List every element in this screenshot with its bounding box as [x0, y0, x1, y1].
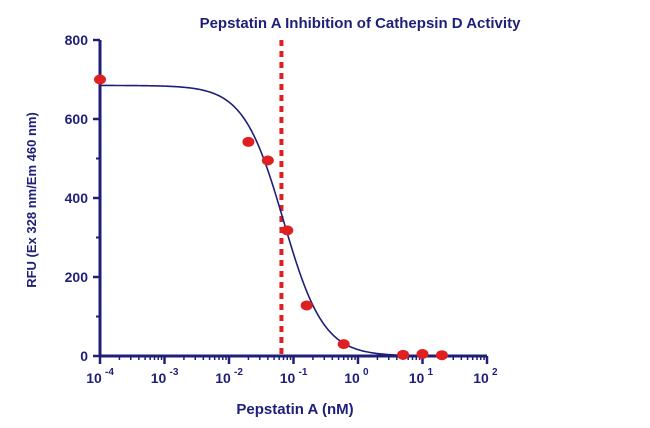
data-point — [261, 155, 274, 166]
y-tick-label: 200 — [65, 269, 89, 285]
x-tick-label: 10 — [280, 370, 296, 386]
data-point — [300, 300, 313, 311]
chart-title: Pepstatin A Inhibition of Cathepsin D Ac… — [200, 15, 522, 32]
data-point — [416, 349, 429, 360]
y-tick-label: 600 — [65, 111, 89, 127]
data-points — [94, 74, 448, 361]
data-point — [435, 350, 448, 361]
x-tick-labels: 10 -4 10 -3 10 -2 10 -1 10 0 10 1 10 2 — [86, 367, 498, 386]
data-point — [94, 74, 106, 85]
x-tick-label: 10 — [409, 370, 425, 386]
fit-curve — [100, 84, 487, 357]
y-tick-labels: 0 200 400 600 800 — [65, 32, 89, 364]
x-tick-label: 10 — [86, 370, 102, 386]
y-tick-label: 800 — [65, 32, 89, 48]
data-point — [397, 349, 410, 360]
x-tick-exponent: 1 — [428, 367, 434, 378]
x-tick-exponent: -4 — [105, 367, 114, 378]
data-point — [281, 225, 294, 236]
x-tick-exponent: 2 — [492, 367, 498, 378]
x-tick-label: 10 — [473, 370, 489, 386]
data-point — [337, 339, 350, 350]
x-axis-label: Pepstatin A (nM) — [236, 401, 353, 418]
x-tick-exponent: 0 — [363, 367, 369, 378]
x-tick-exponent: -3 — [170, 367, 179, 378]
y-axis-label-group: RFU (Ex 328 nm/Em 460 nm) — [24, 112, 39, 288]
x-tick-exponent: -1 — [299, 367, 308, 378]
fit-curve-group — [100, 84, 487, 357]
x-tick-label: 10 — [344, 370, 360, 386]
x-tick-label: 10 — [215, 370, 231, 386]
y-tick-label: 400 — [65, 190, 89, 206]
axes — [93, 38, 489, 364]
x-tick-exponent: -2 — [234, 367, 243, 378]
data-point — [242, 136, 255, 147]
y-tick-label: 0 — [80, 348, 88, 364]
x-tick-label: 10 — [151, 370, 167, 386]
y-axis-label: RFU (Ex 328 nm/Em 460 nm) — [24, 112, 39, 288]
